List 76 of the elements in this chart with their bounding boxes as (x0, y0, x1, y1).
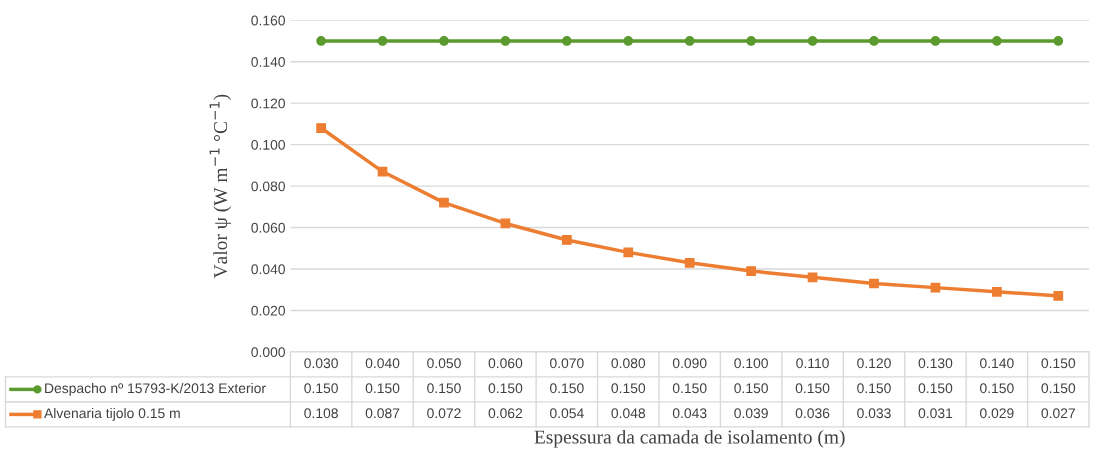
data-label: 0.033 (857, 408, 891, 419)
x-tick-label: 0.050 (427, 358, 461, 369)
point (500, 36, 511, 46)
point (561, 235, 572, 245)
point (684, 36, 695, 46)
data-label: 0.108 (304, 408, 338, 419)
data-label: 0.062 (488, 408, 523, 419)
data-label: 0.150 (672, 383, 707, 394)
point (1053, 291, 1064, 301)
point (869, 36, 879, 46)
y-tick-label: 0.040 (251, 264, 285, 275)
x-tick-label: 0.080 (611, 358, 646, 369)
data-label: 0.031 (918, 408, 953, 419)
point (316, 36, 326, 46)
data-label: 0.150 (427, 383, 461, 394)
data-label: 0.150 (734, 383, 768, 394)
data-label: 0.150 (304, 383, 338, 394)
data-label: 0.043 (672, 408, 707, 419)
data-label: 0.150 (980, 383, 1014, 394)
y-tick-label: 0.140 (251, 57, 285, 67)
legend-label: Alvenaria tijolo 0.15 m (44, 407, 180, 421)
point (623, 247, 634, 258)
data-label: 0.150 (611, 383, 646, 394)
data-label: 0.150 (488, 383, 523, 394)
data-label: 0.150 (918, 383, 953, 394)
point (930, 36, 941, 46)
x-tick-label: 0.070 (550, 358, 584, 369)
point (991, 36, 1002, 46)
x-tick-label: 0.140 (980, 358, 1014, 369)
data-label: 0.036 (795, 408, 830, 419)
data-label: 0.029 (980, 408, 1014, 419)
point (746, 36, 756, 46)
point (807, 272, 818, 283)
x-tick-label: 0.130 (918, 358, 953, 369)
data-label: 0.150 (857, 383, 891, 394)
data-label: 0.150 (1041, 383, 1076, 394)
x-tick-label: 0.040 (365, 358, 400, 369)
y-axis-title: Valor ψ (W m$^{−1}$ °C$^{−1}$) (209, 94, 232, 279)
data-label: 0.150 (550, 383, 584, 394)
point (869, 278, 879, 289)
y-tick-label: 0.160 (251, 15, 285, 26)
point (623, 36, 634, 46)
x-tick-label: 0.030 (304, 358, 338, 369)
x-axis-title: Espessura da camada de isolamento (m) (534, 429, 845, 448)
data-label: 0.072 (427, 408, 461, 419)
data-label: 0.150 (795, 383, 830, 394)
x-tick-label: 0.060 (488, 358, 523, 369)
point (930, 282, 941, 293)
x-tick-label: 0.110 (796, 358, 829, 369)
point (746, 266, 756, 276)
legend-label: Despacho nº 15793-K/2013 Exterior (45, 382, 266, 396)
point (807, 36, 818, 46)
point (316, 123, 326, 133)
y-tick-label: 0.100 (251, 139, 285, 150)
data-label: 0.039 (734, 408, 768, 419)
y-tick-label: 0.020 (251, 305, 285, 316)
point (684, 257, 695, 268)
point (561, 36, 572, 46)
data-label: 0.054 (550, 408, 584, 419)
point (991, 286, 1002, 297)
data-label: 0.027 (1041, 408, 1075, 419)
y-tick-label: 0.000 (251, 347, 285, 358)
point (377, 36, 388, 46)
x-tick-label: 0.100 (734, 358, 768, 369)
y-tick-label: 0.080 (251, 181, 285, 192)
data-label: 0.150 (365, 383, 400, 394)
y-tick-label: 0.060 (251, 222, 285, 233)
data-label: 0.048 (611, 408, 646, 419)
x-tick-label: 0.090 (672, 358, 707, 369)
y-tick-label: 0.120 (251, 98, 285, 109)
point (439, 197, 449, 208)
x-tick-label: 0.150 (1041, 358, 1076, 369)
data-label: 0.087 (365, 408, 400, 419)
point (1053, 36, 1064, 46)
point (439, 36, 449, 46)
x-tick-label: 0.120 (857, 358, 891, 369)
